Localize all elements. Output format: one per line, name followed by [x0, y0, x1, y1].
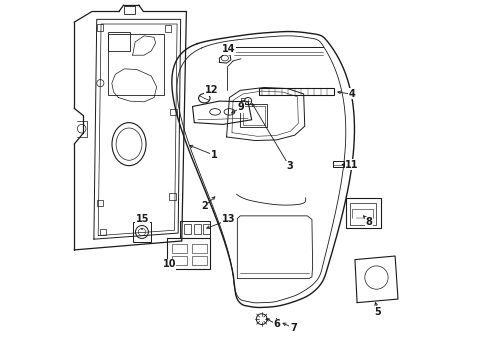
Bar [124, 6, 135, 14]
Text: 5: 5 [374, 307, 381, 317]
Bar [193, 224, 201, 234]
Bar [107, 32, 129, 51]
Bar [97, 200, 103, 206]
Bar [349, 203, 376, 225]
Text: 10: 10 [162, 259, 176, 269]
Text: 4: 4 [348, 89, 355, 99]
Bar [180, 221, 210, 238]
Bar [345, 198, 380, 228]
Bar [172, 244, 187, 253]
Bar [240, 104, 266, 127]
Bar [97, 24, 103, 31]
Text: 15: 15 [135, 214, 149, 224]
Bar [169, 193, 175, 200]
Text: 3: 3 [285, 161, 292, 171]
Text: 2: 2 [201, 201, 207, 211]
Bar [258, 88, 333, 95]
Bar [107, 34, 164, 95]
Bar [167, 238, 210, 269]
Text: 11: 11 [345, 160, 358, 170]
Bar [191, 244, 206, 253]
Bar [172, 256, 187, 265]
Text: 8: 8 [365, 217, 372, 227]
Text: 14: 14 [221, 44, 235, 54]
Bar [242, 106, 264, 125]
Text: 12: 12 [204, 85, 218, 95]
Text: 7: 7 [289, 323, 296, 333]
Text: 1: 1 [210, 150, 217, 160]
Bar [191, 256, 206, 265]
Bar [203, 224, 210, 234]
Bar [184, 224, 191, 234]
Bar [132, 222, 151, 242]
Bar [170, 109, 176, 116]
Bar [100, 229, 106, 234]
Text: 9: 9 [237, 102, 244, 112]
Bar [164, 25, 171, 32]
Bar [333, 161, 344, 167]
Text: 6: 6 [273, 319, 280, 329]
Text: 13: 13 [221, 215, 235, 224]
